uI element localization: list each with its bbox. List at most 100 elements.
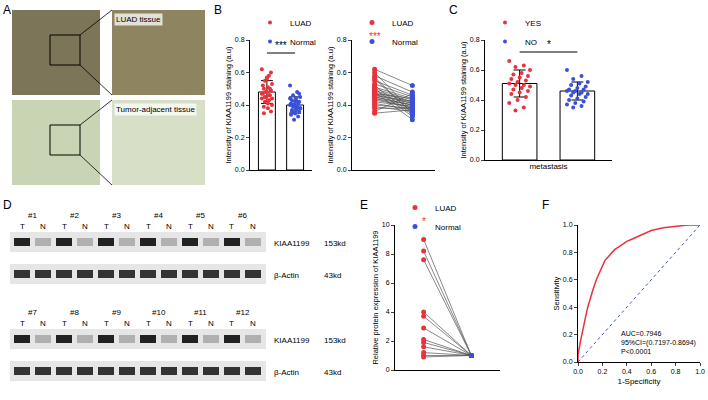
svg-text:N: N [40, 222, 46, 231]
svg-text:N: N [124, 319, 130, 328]
svg-text:D: D [3, 198, 12, 212]
svg-text:0.4: 0.4 [470, 96, 480, 103]
svg-text:B: B [214, 3, 222, 17]
svg-text:Tumor-adjacent tissue: Tumor-adjacent tissue [116, 105, 195, 114]
svg-text:43kd: 43kd [324, 271, 341, 280]
svg-text:0.0: 0.0 [573, 368, 583, 375]
svg-text:N: N [208, 222, 214, 231]
svg-text:T: T [188, 222, 193, 231]
svg-text:0.2: 0.2 [235, 134, 245, 141]
svg-text:N: N [82, 222, 88, 231]
svg-text:#4: #4 [154, 211, 163, 220]
svg-text:0.4: 0.4 [235, 101, 245, 108]
svg-text:β-Actin: β-Actin [274, 368, 299, 377]
svg-text:T: T [229, 319, 234, 328]
svg-text:0.0: 0.0 [337, 166, 347, 173]
svg-text:T: T [146, 222, 151, 231]
svg-text:N: N [166, 319, 172, 328]
svg-text:*: * [422, 216, 426, 227]
svg-text:#10: #10 [152, 308, 166, 317]
svg-text:1.0: 1.0 [695, 368, 705, 375]
svg-text:0.2: 0.2 [470, 126, 480, 133]
svg-text:0.0: 0.0 [235, 166, 245, 173]
svg-text:N: N [124, 222, 130, 231]
svg-text:Intensity of KIAA1199 staining: Intensity of KIAA1199 staining (a.u) [459, 41, 468, 159]
svg-text:Relative protein expression of: Relative protein expression of KIAA1199 [371, 230, 380, 364]
svg-text:1-Specificity: 1-Specificity [617, 377, 660, 386]
svg-text:0.4: 0.4 [563, 304, 573, 311]
svg-text:0.6: 0.6 [337, 69, 347, 76]
svg-text:0.8: 0.8 [235, 36, 245, 43]
svg-text:#1: #1 [28, 211, 37, 220]
svg-text:0.6: 0.6 [563, 276, 573, 283]
svg-text:metastasis: metastasis [529, 162, 567, 171]
svg-text:0.8: 0.8 [563, 249, 573, 256]
svg-text:0.0: 0.0 [563, 358, 573, 365]
svg-text:8: 8 [386, 250, 390, 257]
svg-text:C: C [449, 3, 458, 17]
svg-text:N: N [166, 222, 172, 231]
svg-text:N: N [250, 319, 256, 328]
svg-text:#8: #8 [70, 308, 79, 317]
svg-text:*: * [547, 39, 551, 50]
svg-text:0.0: 0.0 [470, 156, 480, 163]
svg-text:0.4: 0.4 [337, 101, 347, 108]
svg-text:T: T [229, 222, 234, 231]
svg-text:T: T [146, 319, 151, 328]
svg-text:#11: #11 [194, 308, 207, 317]
svg-text:KIAA1199: KIAA1199 [274, 239, 310, 248]
svg-text:AUC=0.794695%CI=(0.7197-0.8694: AUC=0.794695%CI=(0.7197-0.8694)P<0.0001 [621, 330, 696, 355]
svg-text:43kd: 43kd [324, 368, 341, 377]
svg-text:LUAD tissue: LUAD tissue [116, 15, 161, 24]
svg-text:Normal: Normal [290, 38, 316, 47]
svg-text:0.4: 0.4 [622, 368, 632, 375]
svg-text:153kd: 153kd [324, 336, 346, 345]
svg-text:LUAD: LUAD [435, 204, 457, 213]
svg-text:#12: #12 [236, 308, 250, 317]
svg-text:0.8: 0.8 [671, 368, 681, 375]
svg-text:1.0: 1.0 [563, 221, 573, 228]
svg-text:0.8: 0.8 [470, 36, 480, 43]
svg-text:0.6: 0.6 [646, 368, 656, 375]
svg-text:#5: #5 [196, 211, 205, 220]
svg-text:T: T [62, 222, 67, 231]
svg-text:***: *** [275, 40, 287, 51]
svg-text:#2: #2 [70, 211, 79, 220]
svg-text:0: 0 [386, 366, 390, 373]
svg-text:LUAD: LUAD [290, 19, 312, 28]
svg-text:T: T [20, 222, 25, 231]
svg-text:T: T [104, 222, 109, 231]
svg-text:KIAA1199: KIAA1199 [274, 336, 310, 345]
svg-text:T: T [62, 319, 67, 328]
svg-text:N: N [40, 319, 46, 328]
svg-text:T: T [188, 319, 193, 328]
svg-text:F: F [542, 198, 549, 212]
svg-text:Intensity of KIAA1199 staining: Intensity of KIAA1199 staining (a.u) [326, 46, 335, 164]
svg-text:#6: #6 [238, 211, 247, 220]
svg-text:6: 6 [386, 279, 390, 286]
svg-text:#3: #3 [112, 211, 121, 220]
svg-text:β-Actin: β-Actin [274, 271, 299, 280]
svg-text:LUAD: LUAD [392, 19, 414, 28]
svg-text:N: N [82, 319, 88, 328]
svg-text:4: 4 [386, 308, 390, 315]
svg-text:0.6: 0.6 [235, 69, 245, 76]
svg-text:0.2: 0.2 [563, 331, 573, 338]
svg-text:***: *** [369, 31, 381, 42]
svg-text:YES: YES [525, 19, 541, 28]
svg-text:#7: #7 [28, 308, 37, 317]
svg-text:0.2: 0.2 [598, 368, 608, 375]
svg-text:10: 10 [382, 221, 390, 228]
svg-text:2: 2 [386, 337, 390, 344]
svg-text:T: T [104, 319, 109, 328]
svg-text:Intensity of KIAA1199 staining: Intensity of KIAA1199 staining (a.u) [224, 46, 233, 164]
svg-text:#9: #9 [112, 308, 121, 317]
svg-text:0.6: 0.6 [470, 66, 480, 73]
svg-text:0.8: 0.8 [337, 36, 347, 43]
svg-text:T: T [20, 319, 25, 328]
svg-text:E: E [360, 198, 368, 212]
svg-text:A: A [3, 3, 11, 17]
svg-text:Normal: Normal [392, 38, 418, 47]
svg-text:Sensitivity: Sensitivity [552, 276, 561, 310]
svg-text:Normal: Normal [435, 223, 461, 232]
